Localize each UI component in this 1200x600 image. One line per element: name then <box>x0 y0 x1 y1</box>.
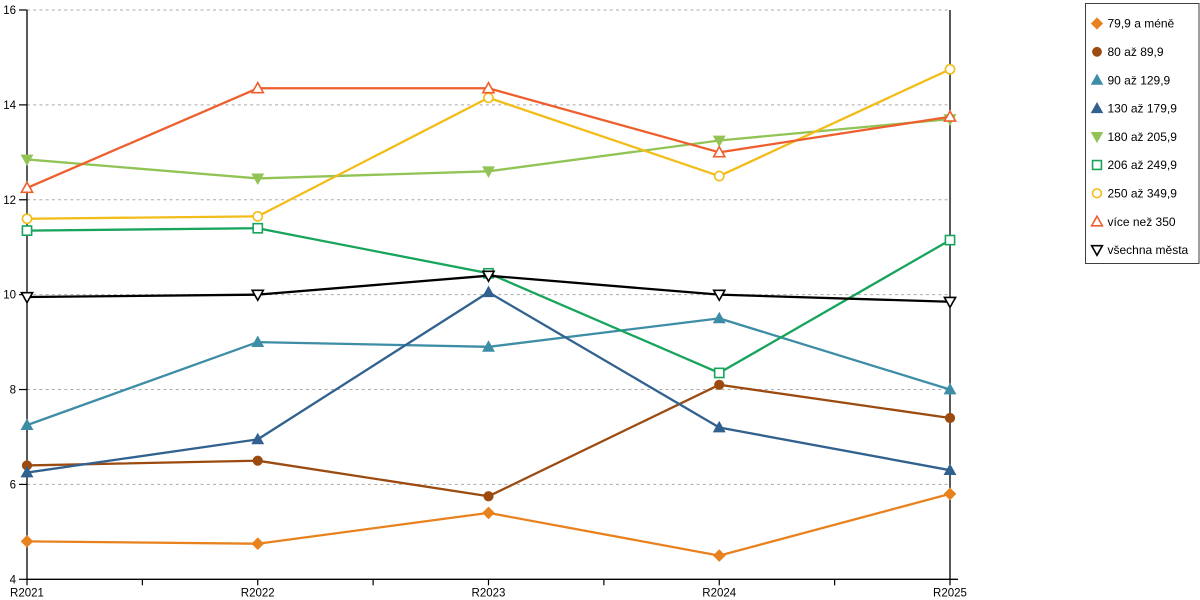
legend-item: 206 až 249,9 <box>1091 158 1178 172</box>
triangle-down-marker <box>20 154 34 167</box>
x-axis-label: R2024 <box>702 587 736 599</box>
circle-marker <box>1091 188 1103 199</box>
triangle-up-marker <box>482 285 495 298</box>
triangle-up-marker <box>251 432 265 445</box>
circle-marker <box>944 412 956 424</box>
x-axis-label: R2021 <box>10 587 44 599</box>
triangle-up-marker <box>712 145 727 158</box>
triangle-up-marker <box>20 418 34 430</box>
triangle-down-marker <box>250 289 265 302</box>
square-marker <box>1091 159 1103 171</box>
legend-item-label: 79,9 a méně <box>1108 17 1175 31</box>
legend-item: 250 až 349,9 <box>1091 187 1178 201</box>
diamond-marker <box>712 549 726 562</box>
series-80-a-89-9 <box>21 379 956 502</box>
series-206-a-249-9 <box>21 222 956 379</box>
circle-marker <box>713 170 725 182</box>
triangle-up-marker <box>481 81 496 94</box>
circle-marker <box>483 491 494 502</box>
circle-marker <box>483 92 494 104</box>
y-axis-label: 4 <box>10 574 17 586</box>
triangle-up-marker <box>20 180 34 194</box>
triangle-up-marker <box>20 465 34 478</box>
y-axis-label: 14 <box>3 100 16 112</box>
triangle-up-marker <box>250 81 265 94</box>
triangle-up-marker <box>943 109 957 122</box>
legend-item-label: 180 až 205,9 <box>1108 130 1178 144</box>
legend-box <box>1085 3 1200 264</box>
circle-marker <box>21 213 33 225</box>
legend-item: 130 až 179,9 <box>1090 101 1178 116</box>
square-marker <box>944 234 956 246</box>
triangle-up-marker <box>251 335 265 347</box>
y-axis-label: 16 <box>3 5 16 17</box>
y-axis-label: 12 <box>3 195 16 207</box>
x-axis-label: R2025 <box>933 587 967 599</box>
circle-marker <box>1092 46 1102 57</box>
legend-item-label: 130 až 179,9 <box>1108 102 1178 116</box>
triangle-down-marker <box>481 270 496 283</box>
triangle-up-marker <box>712 420 726 433</box>
legend-item-label: 206 až 249,9 <box>1108 158 1178 172</box>
triangle-down-marker <box>1090 131 1104 144</box>
triangle-down-marker <box>20 291 34 305</box>
triangle-down-marker <box>1090 244 1104 257</box>
series-v-ce-ne-350 <box>20 81 957 194</box>
legend-item-label: více než 350 <box>1108 215 1176 229</box>
legend-item: 90 až 129,9 <box>1090 73 1171 87</box>
legend-item-label: všechna města <box>1108 243 1189 257</box>
triangle-up-marker <box>1090 101 1104 114</box>
series-180-a-205-9 <box>20 114 957 186</box>
legend: 79,9 a méně 80 až 89,9 90 až 129,9 130 až 1… <box>1085 3 1200 264</box>
legend-item: všechna města <box>1090 243 1189 257</box>
y-axis-label: 10 <box>3 290 16 302</box>
diamond-marker <box>1090 17 1104 30</box>
legend-item-label: 250 až 349,9 <box>1108 187 1178 201</box>
square-marker <box>21 225 33 236</box>
circle-marker <box>944 63 956 75</box>
diamond-marker <box>943 487 957 501</box>
series-130-a-179-9 <box>20 285 957 478</box>
triangle-down-marker <box>251 173 265 186</box>
circle-marker <box>252 210 264 222</box>
triangle-up-marker <box>712 311 726 324</box>
series-79-9-a-m-n- <box>20 487 957 562</box>
triangle-up-marker <box>482 340 495 352</box>
triangle-up-marker <box>943 382 957 395</box>
diamond-marker <box>251 537 265 551</box>
triangle-up-marker <box>943 463 957 476</box>
diamond-marker <box>482 506 495 520</box>
triangle-up-marker <box>1090 73 1104 85</box>
legend-item: více než 350 <box>1090 214 1176 229</box>
series-line <box>25 317 952 427</box>
triangle-down-marker <box>482 166 495 178</box>
legend-item: 80 až 89,9 <box>1092 45 1164 59</box>
x-axis-label: R2022 <box>241 587 275 599</box>
series-90-a-129-9 <box>20 311 957 430</box>
square-marker <box>713 367 725 379</box>
legend-item-label: 90 až 129,9 <box>1108 73 1171 87</box>
circle-marker <box>714 379 725 390</box>
series-line <box>25 492 952 557</box>
triangle-down-marker <box>712 289 727 302</box>
triangle-down-marker <box>943 296 957 309</box>
x-axis-label: R2023 <box>472 587 506 599</box>
circle-marker <box>252 455 263 466</box>
diamond-marker <box>20 535 34 548</box>
square-marker <box>252 222 264 234</box>
legend-item: 79,9 a méně <box>1090 17 1175 31</box>
legend-item-label: 80 až 89,9 <box>1108 45 1164 59</box>
triangle-up-marker <box>1090 214 1104 227</box>
y-axis-label: 6 <box>10 479 16 491</box>
triangle-down-marker <box>712 135 726 148</box>
legend-item: 180 až 205,9 <box>1090 130 1178 144</box>
series-v-echna-m-sta <box>20 270 957 309</box>
series-line <box>25 383 952 498</box>
y-axis-label: 8 <box>10 385 16 397</box>
